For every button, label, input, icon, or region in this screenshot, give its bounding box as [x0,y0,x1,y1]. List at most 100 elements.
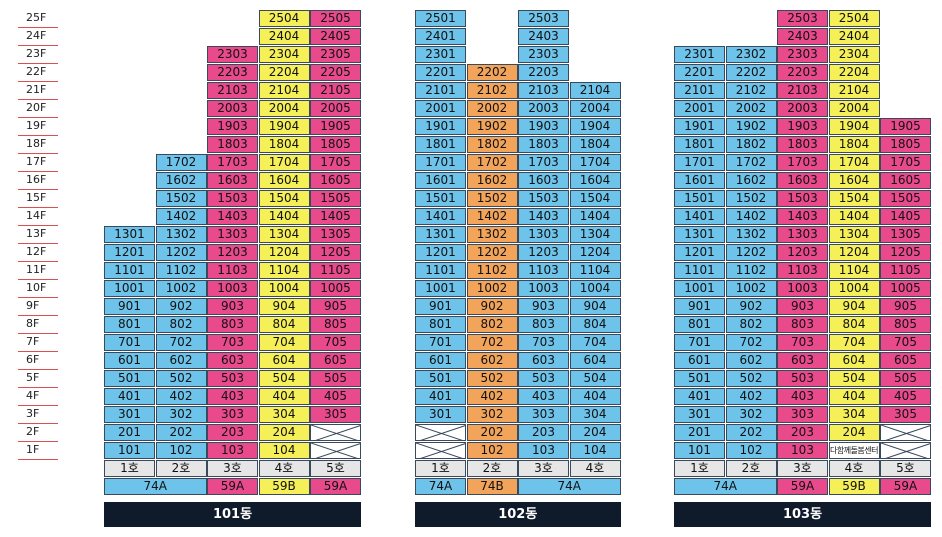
unit-cell: 503 [518,370,569,387]
unit-cell: 1601 [674,172,725,189]
unit-cell: 902 [725,298,777,315]
unit-cell: 1602 [466,172,518,189]
unit-cell: 1903 [777,118,828,135]
unit-cell: 1204 [828,244,880,261]
unit-cell: 203 [518,424,569,441]
floor-label: 8F [18,316,58,334]
floor-label: 19F [18,118,58,136]
unit-cell: 2105 [310,82,361,99]
unit-cell: 704 [258,334,310,351]
unit-cell: 901 [415,298,466,315]
unit-cell: 804 [569,316,621,333]
line-number: 2호 [725,460,777,477]
unit-cell: 705 [880,334,931,351]
unit-cell: 1905 [310,118,361,135]
unit-cell: 1001 [674,280,725,297]
floor-label: 16F [18,172,58,190]
unit-cell: 701 [674,334,725,351]
unit-cell: 2403 [518,28,569,45]
unit-cell: 1404 [569,208,621,225]
unit-cell: 404 [569,388,621,405]
unit-cell: 101 [674,442,725,459]
unit-cell: 602 [725,352,777,369]
unit-cell: 1802 [725,136,777,153]
unit-cell: 1201 [674,244,725,261]
unit-cell: 1502 [466,190,518,207]
unit-cell: 702 [466,334,518,351]
unit-cell: 2504 [258,10,310,27]
unit-cell: 1302 [466,226,518,243]
floor-label: 4F [18,388,58,406]
unit-cell: 1904 [258,118,310,135]
unit-cell: 202 [466,424,518,441]
floor-label: 20F [18,100,58,118]
unit-cell: 402 [155,388,207,405]
unit-cell: 204 [569,424,621,441]
unit-cell: 1702 [466,154,518,171]
unit-cell: 1701 [415,154,466,171]
unit-cell: 1501 [415,190,466,207]
line-number: 1호 [674,460,725,477]
floor-label: 11F [18,262,58,280]
unit-cell: 1604 [569,172,621,189]
unit-cell: 2103 [518,82,569,99]
unit-cell: 204 [828,424,880,441]
unit-cell: 1504 [258,190,310,207]
unit-cell: 1701 [674,154,725,171]
unit-cell: 201 [104,424,155,441]
unit-cell: 1704 [828,154,880,171]
floor-label: 24F [18,28,58,46]
unit-cell: 505 [880,370,931,387]
unit-cell: 2503 [777,10,828,27]
unit-cell: 302 [155,406,207,423]
unit-cell: 2303 [207,46,258,63]
unit-cell: 301 [104,406,155,423]
unit-cell: 1703 [777,154,828,171]
unit-cell: 1602 [155,172,207,189]
unit-cell: 604 [258,352,310,369]
unit-cell: 1603 [207,172,258,189]
unit-cell: 1403 [518,208,569,225]
unit-cell: 2504 [828,10,880,27]
unit-cell: 904 [569,298,621,315]
unit-cell: 1601 [415,172,466,189]
unit-cell: 2004 [569,100,621,117]
line-number: 1호 [104,460,155,477]
unit-cell: 101 [104,442,155,459]
floor-label: 15F [18,190,58,208]
unit-cell: 1504 [569,190,621,207]
unit-cell: 2004 [258,100,310,117]
unit-cell: 1703 [518,154,569,171]
unit-cell: 104 [258,442,310,459]
unit-cell: 2202 [725,64,777,81]
unit-cell: 1602 [725,172,777,189]
unit-cell: 1401 [674,208,725,225]
unit-cell: 1505 [880,190,931,207]
unit-cell: 1303 [777,226,828,243]
unit-cell: 2304 [258,46,310,63]
unit-cell: 1104 [569,262,621,279]
unit-cell: 301 [415,406,466,423]
unit-cell: 2003 [777,100,828,117]
unit-cell: 2104 [258,82,310,99]
unit-cell: 1501 [674,190,725,207]
unit-cell: 702 [155,334,207,351]
unit-cell: 1304 [569,226,621,243]
unit-cell: 305 [880,406,931,423]
unit-cell: 2204 [828,64,880,81]
unit-cell: 202 [725,424,777,441]
unit-cell: 201 [674,424,725,441]
unit-cell: 1002 [155,280,207,297]
unit-cell: 2104 [569,82,621,99]
unit-cell: 1803 [207,136,258,153]
unit-cell: 602 [466,352,518,369]
unit-cell: 402 [466,388,518,405]
unit-cell: 401 [415,388,466,405]
unit-cell: 1301 [104,226,155,243]
unit-cell: 1904 [828,118,880,135]
empty-unit-cross [310,442,361,459]
unit-cell: 1304 [828,226,880,243]
unit-cell: 502 [155,370,207,387]
line-number: 4호 [258,460,310,477]
unit-cell: 1003 [777,280,828,297]
